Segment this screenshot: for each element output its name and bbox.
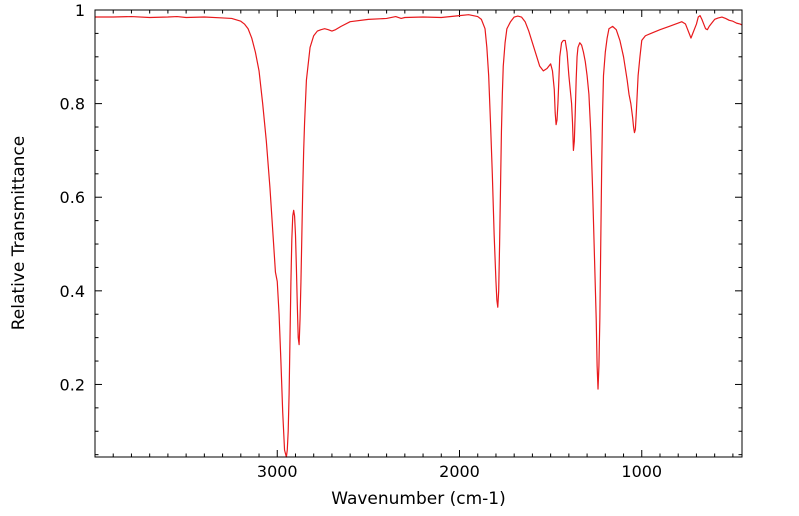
y-tick-label: 0.2: [60, 375, 85, 394]
plot-frame: [94, 9, 743, 458]
x-tick-label: 2000: [439, 462, 480, 481]
series-line: [95, 14, 743, 458]
y-axis-title: Relative Transmittance: [9, 136, 29, 331]
tick-labels: 3000 2000 1000 0.2 0.4 0.6 0.8 1: [60, 1, 663, 481]
axis-ticks: [94, 9, 742, 457]
x-tick-label: 3000: [257, 462, 298, 481]
y-tick-label: 0.4: [60, 282, 85, 301]
x-axis-title: Wavenumber (cm-1): [331, 489, 506, 509]
x-tick-label: 1000: [621, 462, 662, 481]
y-tick-label: 0.6: [60, 188, 85, 207]
y-tick-label: 1: [75, 1, 85, 20]
y-tick-label: 0.8: [60, 95, 85, 114]
